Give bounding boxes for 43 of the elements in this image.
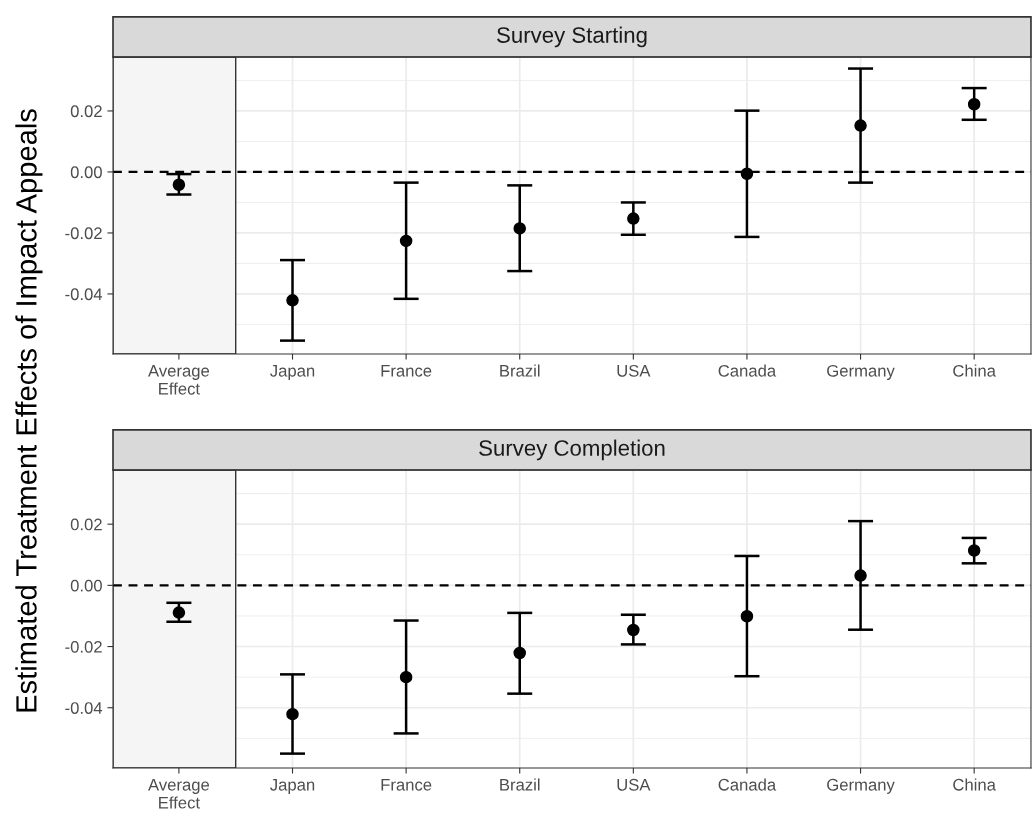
x-tick-label: Average Effect	[148, 365, 210, 395]
point	[399, 670, 413, 684]
x-tick-label: China	[953, 778, 996, 791]
x-tick-label: USA	[617, 778, 651, 791]
point	[627, 623, 640, 637]
x-tick-label: Japan	[270, 365, 315, 380]
chart-title: Survey Completion	[479, 439, 665, 461]
point	[627, 212, 640, 225]
y-tick-label: -0.02	[65, 640, 102, 653]
x-tick-label: Canada	[718, 364, 777, 377]
y-tick-label: 0.02	[70, 518, 102, 531]
x-tick-label: USA	[617, 364, 651, 377]
x-tick-label: Canada	[718, 778, 777, 791]
x-tick-label: Average Effect	[148, 779, 210, 809]
point	[967, 544, 981, 557]
y-tick-label: -0.04	[65, 702, 103, 714]
point	[172, 178, 186, 192]
point	[854, 119, 867, 132]
point	[854, 569, 867, 582]
x-tick-label: France	[381, 779, 432, 791]
x-tick-label: France	[381, 365, 432, 377]
y-tick-label: 0.02	[70, 105, 102, 118]
y-tick-label: 0.00	[70, 579, 102, 592]
chart-title: Survey Starting	[497, 26, 647, 48]
point	[967, 97, 981, 111]
point	[286, 707, 299, 721]
point	[513, 222, 526, 235]
point	[172, 606, 186, 619]
x-tick-label: Brazil	[500, 778, 540, 791]
point	[513, 646, 526, 660]
point	[740, 167, 754, 181]
point	[399, 234, 413, 248]
point	[740, 610, 754, 623]
x-tick-label: Japan	[270, 779, 315, 794]
y-tick-label: -0.04	[65, 288, 103, 301]
y-tick-label: -0.02	[65, 227, 102, 240]
x-tick-label: China	[953, 364, 996, 377]
y-axis-title: Estimated Treatment Effects of Impact Appeals	[15, 109, 43, 712]
x-tick-label: Germany	[827, 778, 895, 794]
y-tick-label: 0.00	[70, 166, 102, 179]
point	[286, 294, 299, 307]
x-tick-label: Germany	[827, 364, 895, 380]
x-tick-label: Brazil	[500, 364, 540, 377]
